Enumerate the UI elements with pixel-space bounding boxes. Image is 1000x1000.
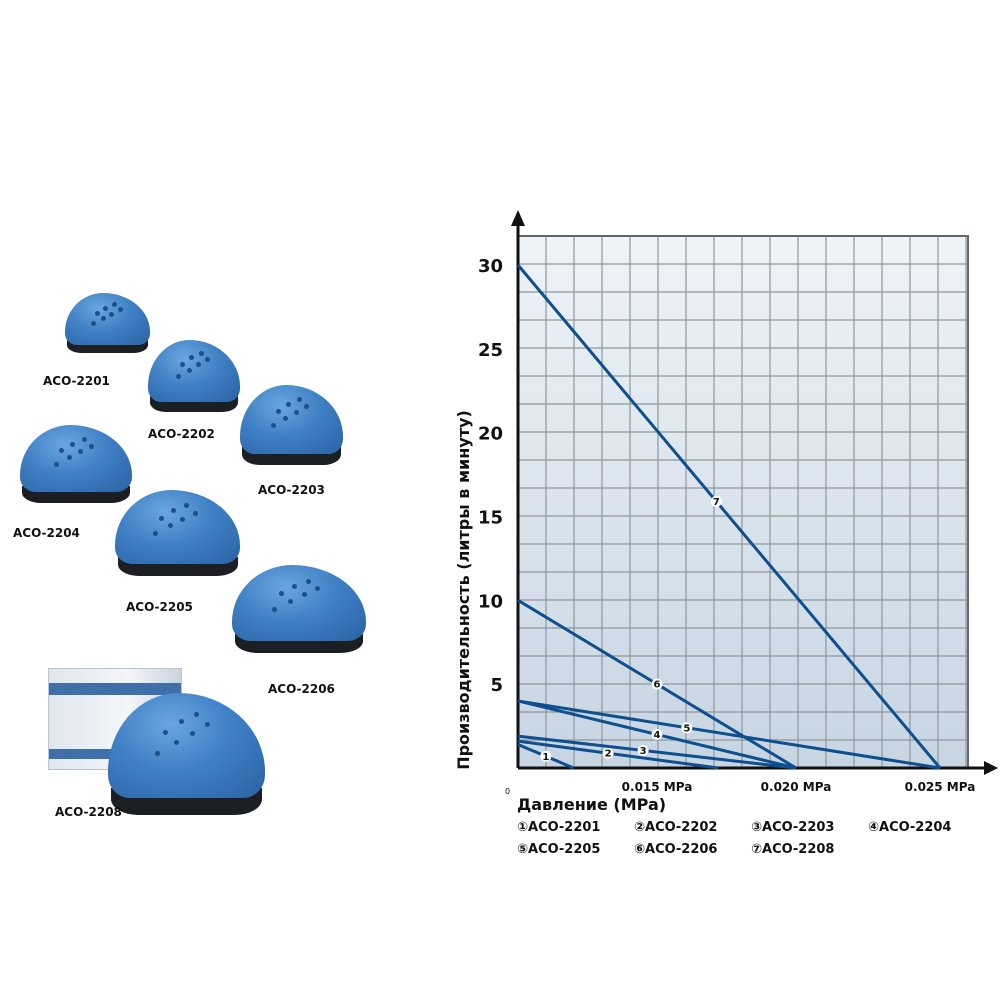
product-model-label: ACO-2205 <box>126 600 193 614</box>
air-pump-image <box>115 490 240 576</box>
legend-item: ③ACO-2203 <box>751 820 834 835</box>
y-tick-label: 20 <box>478 424 503 445</box>
legend-item: ②ACO-2202 <box>634 820 717 835</box>
air-pump-image <box>232 565 366 653</box>
y-axis-arrow <box>511 210 525 226</box>
series-marker-label: 5 <box>683 723 690 734</box>
plot-border <box>518 235 969 768</box>
series-marker-label: 4 <box>654 730 661 741</box>
series-marker-label: 6 <box>654 680 661 691</box>
product-model-label: ACO-2204 <box>13 526 80 540</box>
legend-item: ④ACO-2204 <box>868 820 951 835</box>
y-axis-title: Производительность (литры в минуту) <box>454 410 473 770</box>
y-tick-label: 10 <box>478 591 503 612</box>
origin-label: 0 <box>505 787 510 796</box>
series-marker-label: 3 <box>640 746 647 757</box>
legend-item: ①ACO-2201 <box>517 820 600 835</box>
series-marker-bg <box>540 750 552 762</box>
air-pump-image <box>148 340 240 412</box>
air-pump-image <box>240 385 343 465</box>
legend-item: ⑤ACO-2205 <box>517 842 600 857</box>
y-tick-label: 25 <box>478 340 503 361</box>
x-axis-title: Давление (MPa) <box>517 795 666 814</box>
air-pump-image <box>108 693 265 815</box>
product-model-label: ACO-2203 <box>258 483 325 497</box>
x-axis-arrow <box>984 761 998 775</box>
series-marker-bg <box>651 728 663 740</box>
series-marker-bg <box>651 678 663 690</box>
series-line-7 <box>516 264 942 769</box>
legend-item: ⑦ACO-2208 <box>751 842 834 857</box>
y-tick-label: 15 <box>478 508 503 529</box>
series-marker-bg <box>710 495 722 507</box>
air-pump-image <box>65 293 150 353</box>
series-marker-bg <box>602 747 614 759</box>
series-marker-label: 2 <box>605 749 612 760</box>
series-marker-bg <box>637 744 649 756</box>
x-tick-label: 0.015 MPa <box>622 780 693 794</box>
series-line-3 <box>517 734 797 770</box>
series-marker-label: 1 <box>542 752 549 763</box>
product-model-label: ACO-2201 <box>43 374 110 388</box>
x-tick-label: 0.025 MPa <box>905 780 976 794</box>
series-marker-bg <box>681 722 693 734</box>
product-model-label: ACO-2208 <box>55 805 122 819</box>
product-model-label: ACO-2206 <box>268 682 335 696</box>
air-pump-image <box>20 425 132 503</box>
x-tick-label: 0.020 MPa <box>761 780 832 794</box>
y-tick-label: 30 <box>478 256 503 277</box>
plot-area <box>518 236 968 768</box>
legend-item: ⑥ACO-2206 <box>634 842 717 857</box>
series-line-2 <box>517 739 719 770</box>
series-line-5 <box>517 699 941 770</box>
series-marker-label: 7 <box>713 497 720 508</box>
y-tick-label: 5 <box>490 675 503 696</box>
product-model-label: ACO-2202 <box>148 427 215 441</box>
